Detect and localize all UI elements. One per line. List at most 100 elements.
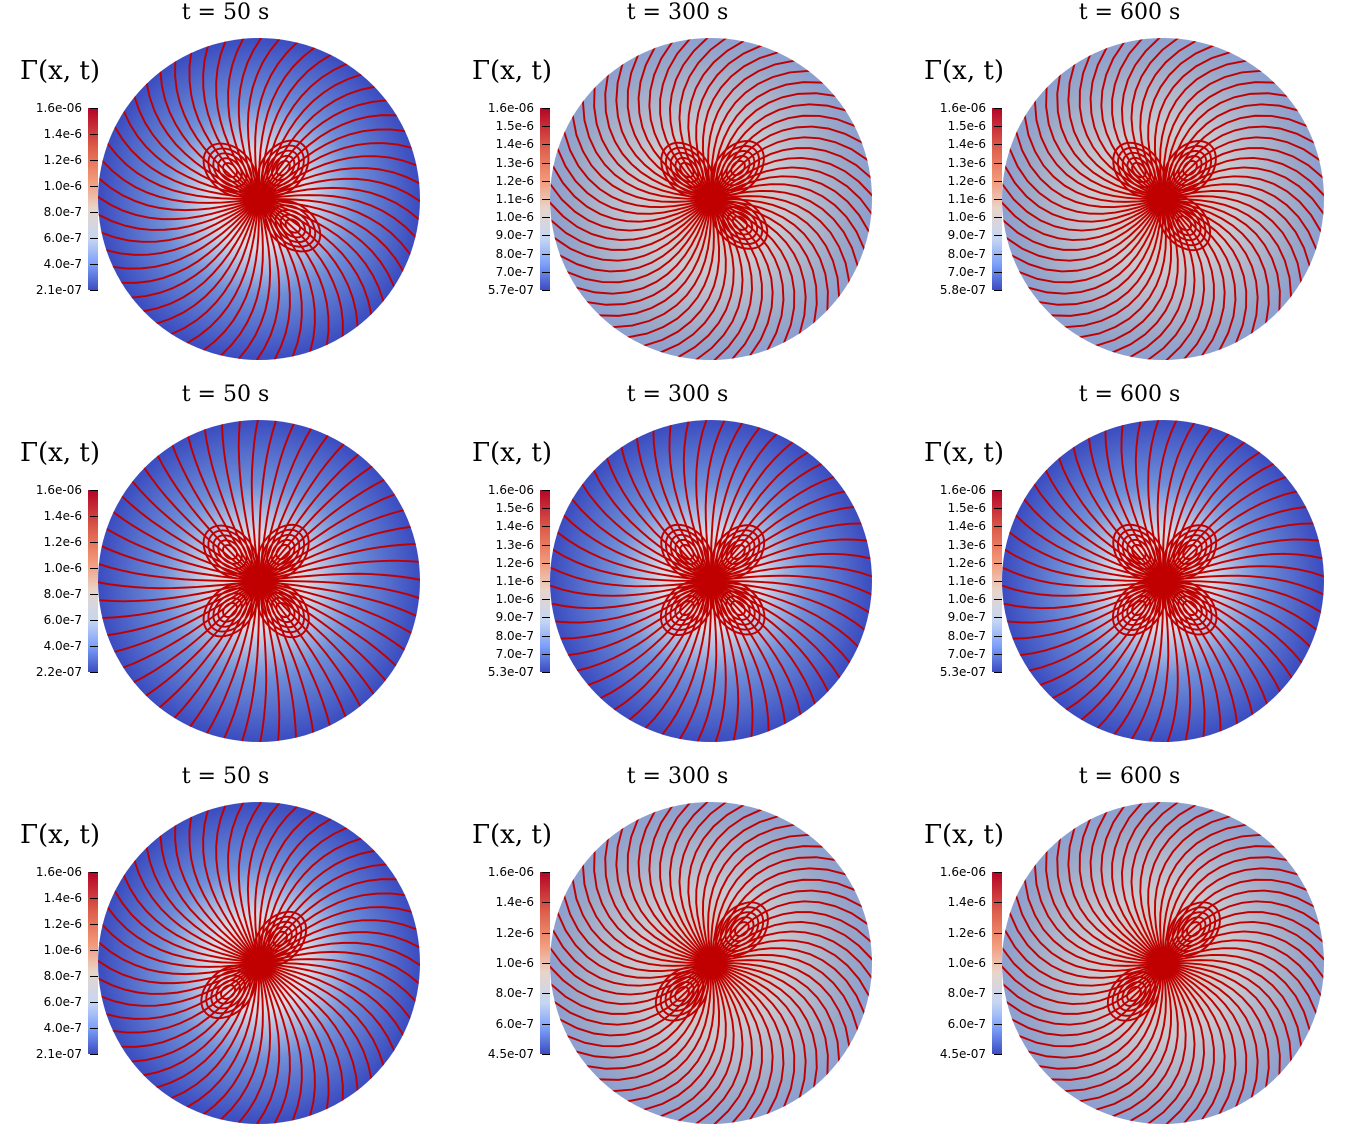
streamline [172,962,260,1115]
streamline [554,580,712,657]
streamline-loop [266,149,301,187]
streamline-loop [1167,529,1213,575]
streamline [1162,962,1237,1124]
colorbar-tick-label: 1.0e-6 [904,956,1004,970]
streamline-loop [1186,921,1202,938]
streamline [1086,580,1164,739]
colorbar-tick-label: 2.2e-07 [0,665,100,679]
streamline [207,198,264,360]
streamline [704,420,732,582]
streamline [258,834,378,964]
streamline [1018,198,1164,306]
plot-panel: t = 600 s Γ(x, t) 1.6e-06 1.5e-6 1.4e-6 1.3e-… [904,0,1355,378]
streamline [710,962,796,1124]
streamline [258,892,420,964]
streamline-loop [1172,150,1208,187]
colorbar-tick-label: 8.0e-7 [452,629,552,643]
streamline [1002,198,1164,273]
streamline-loop [222,602,238,618]
streamline [1162,580,1206,742]
streamline [1130,38,1198,200]
colorbar-label: Γ(x, t) [20,438,100,468]
streamline-loop [1162,524,1218,580]
streamline [571,858,712,967]
streamline-loop [679,543,695,561]
streamline-loop [1182,160,1198,177]
streamline [550,198,712,273]
streamline [1163,198,1293,319]
streamline [678,802,746,964]
streamline [1074,198,1173,350]
colorbar-tick-label: 9.0e-7 [904,610,1004,624]
streamline [1002,522,1164,582]
streamline [184,423,260,582]
streamlines [550,420,872,742]
colorbar-tick-label: 2.1e-07 [0,283,100,297]
streamline [1120,802,1179,964]
streamline [1128,962,1196,1124]
streamline-loop [664,585,709,631]
streamline [707,59,816,200]
colorbar-tick-label: 1.0e-6 [452,210,552,224]
streamline-loop [274,209,312,244]
streamline [123,470,260,582]
streamline-loop [1176,911,1212,948]
streamline [98,580,260,603]
streamline [1002,909,1164,987]
streamline [140,198,260,328]
streamline-loop [1172,590,1208,626]
streamline [1002,580,1164,610]
streamline [695,420,713,582]
colorbar-tick-label: 1.0e-6 [904,592,1004,606]
streamline [258,198,303,360]
streamline [1012,110,1164,209]
colorbar-ticks: 1.6e-06 1.4e-6 1.2e-6 1.0e-6 8.0e-7 6.0e-7 4.5… [452,865,552,1061]
panel-title: t = 600 s [1078,764,1181,789]
colorbar-tick-label: 1.6e-06 [0,101,100,115]
streamline [258,580,395,692]
streamline [606,962,715,1103]
streamline [710,580,859,675]
streamline-loop [1116,585,1161,631]
streamline-disk [98,38,420,360]
streamline [1039,580,1164,705]
streamline [258,580,281,742]
streamline [710,962,818,1108]
streamline [1045,65,1164,200]
streamline [659,802,712,964]
panel-title: t = 600 s [1078,0,1181,25]
center-point [704,574,718,588]
streamline-loop [669,981,695,1007]
colorbar-tick-label: 7.0e-7 [904,265,1004,279]
streamline [189,199,260,360]
streamline [155,962,260,1105]
streamline-loop [730,160,746,177]
colorbar-ticks: 1.6e-06 1.4e-6 1.2e-6 1.0e-6 8.0e-7 6.0e-7 4.0… [0,483,100,679]
colorbar-label: Γ(x, t) [924,820,1004,850]
colorbar-tick-label: 1.4e-6 [904,137,1004,151]
streamline [1162,574,1324,602]
colorbar-tick-label: 6.0e-7 [0,231,100,245]
streamline [591,963,712,1093]
streamline [258,198,330,360]
center-point [1156,192,1170,206]
panel-title: t = 300 s [626,764,729,789]
colorbar-tick-label: 1.4e-6 [452,895,552,909]
streamline [1153,812,1252,964]
streamline [617,433,712,582]
streamline [258,70,378,200]
streamline [215,38,260,200]
streamline-loop [1131,161,1147,179]
streamline-loop [721,206,759,241]
streamline-loop [674,595,700,622]
streamline [581,843,711,964]
streamline [710,565,872,583]
streamline [159,819,260,964]
streamline [710,198,818,344]
streamline [188,802,260,964]
streamline [98,198,260,270]
streamline [710,198,785,360]
streamline [98,147,260,204]
center-point [252,574,266,588]
center-point [704,956,718,970]
